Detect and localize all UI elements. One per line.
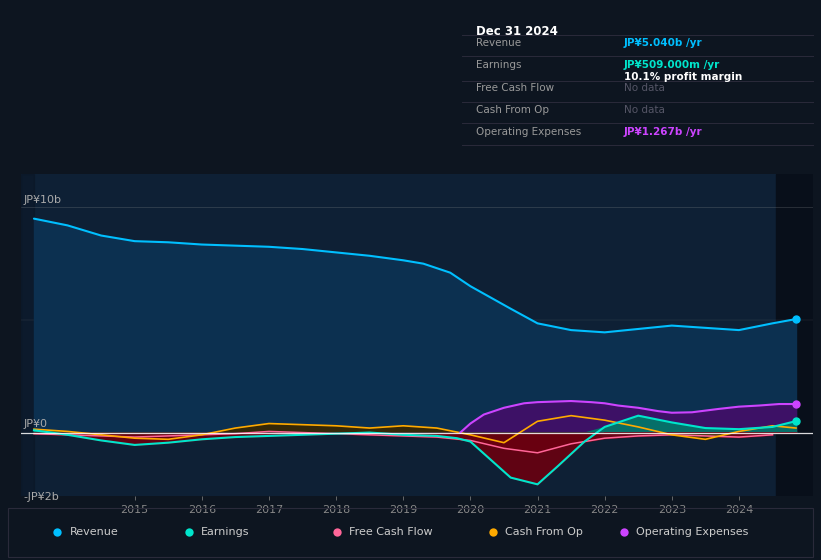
Text: Revenue: Revenue — [476, 38, 521, 48]
Text: Cash From Op: Cash From Op — [505, 527, 583, 537]
Text: Earnings: Earnings — [476, 60, 522, 69]
Text: Operating Expenses: Operating Expenses — [476, 128, 581, 137]
Text: Operating Expenses: Operating Expenses — [636, 527, 749, 537]
Text: No data: No data — [624, 83, 665, 94]
Text: JP¥0: JP¥0 — [24, 419, 48, 429]
Text: Free Cash Flow: Free Cash Flow — [349, 527, 433, 537]
Bar — [21, 174, 34, 496]
Text: JP¥509.000m /yr: JP¥509.000m /yr — [624, 60, 720, 69]
Text: JP¥5.040b /yr: JP¥5.040b /yr — [624, 38, 703, 48]
Text: JP¥10b: JP¥10b — [24, 195, 62, 205]
Text: -JP¥2b: -JP¥2b — [24, 492, 60, 502]
Text: Free Cash Flow: Free Cash Flow — [476, 83, 554, 94]
Text: Cash From Op: Cash From Op — [476, 105, 549, 115]
Text: Dec 31 2024: Dec 31 2024 — [476, 25, 558, 38]
Text: Revenue: Revenue — [70, 527, 118, 537]
Text: 10.1% profit margin: 10.1% profit margin — [624, 72, 742, 82]
Bar — [776, 174, 813, 496]
Text: No data: No data — [624, 105, 665, 115]
Text: JP¥1.267b /yr: JP¥1.267b /yr — [624, 128, 703, 137]
Text: Earnings: Earnings — [201, 527, 250, 537]
